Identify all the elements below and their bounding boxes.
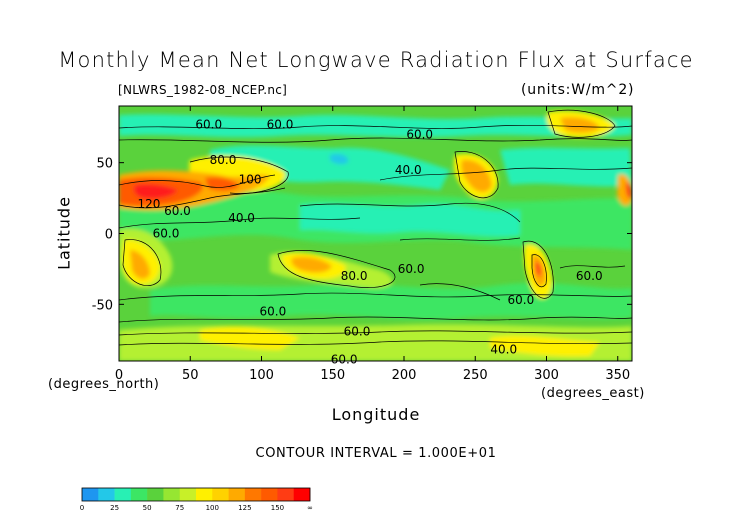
colorbar-swatch [147,488,164,501]
x-axis-units: (degrees_east) [541,386,645,401]
contour-label: 60.0 [507,293,534,307]
contour-line [547,109,616,138]
field-region [119,114,632,138]
field-region [617,174,632,206]
contour-label: 40.0 [228,211,255,225]
colorbar-label: 150 [271,504,284,512]
colorbar-label: 100 [206,504,219,512]
contour-label: 60.0 [576,269,603,283]
contour-line [189,156,289,194]
colorbar: 0 25 50 75 100 125 150 ∞ [80,487,313,512]
contour-line [419,283,501,301]
x-tick-label: 100 [249,368,274,383]
contour-line [119,330,632,336]
contour-label: 60.0 [153,227,180,241]
colorbar-label: ∞ [307,504,313,512]
x-axis-ticks: 0 50 100 150 200 250 300 350 [115,106,630,383]
colorbar-swatch [261,488,278,501]
y-tick-label: 0 [105,228,113,243]
field-region [500,147,632,187]
colorbar-swatch [293,488,311,501]
contour-line [119,217,361,229]
field-region [560,117,600,133]
contour-label: 40.0 [490,343,517,357]
y-tick-label: 50 [96,157,113,172]
contour-interval-label: CONTOUR INTERVAL = 1.000E+01 [255,446,497,461]
contour-line [119,340,632,346]
contour-line [531,254,547,288]
plot-area [119,106,632,361]
contour-label: 60.0 [344,324,371,338]
x-tick-label: 300 [534,368,559,383]
contour-line [119,124,632,130]
field-region [535,261,542,277]
field-region [461,159,492,193]
colorbar-swatch [179,488,197,501]
colorbar-label: 0 [80,504,84,512]
contour-label: 60.0 [267,117,294,131]
field-region [300,203,520,237]
contour-label: 100 [239,173,262,187]
contour-line [119,292,632,301]
contour-label: 60.0 [398,262,425,276]
contour-label: 60.0 [331,353,358,367]
contour-line [559,265,626,269]
x-tick-label: 150 [320,368,345,383]
contour-lines [119,109,632,346]
contour-label: 80.0 [210,153,237,167]
contour-label: 80.0 [341,269,368,283]
x-tick-label: 0 [115,368,123,383]
colorbar-label: 75 [175,504,184,512]
field-shading [119,110,632,361]
field-region [133,183,178,199]
colorbar-label: 125 [238,504,251,512]
contour-labels: 60.0 60.060.040.080.010012060.040.060.080… [137,117,602,366]
contour-label: 60.0 [164,204,191,218]
y-tick-label: -50 [92,298,113,313]
colorbar-swatch [82,488,99,501]
units-label: (units:W/m^2) [521,82,635,98]
contour-label: 120 [137,197,160,211]
colorbar-swatch [130,488,148,501]
contour-line [119,316,632,323]
contour-label: 60.0 [260,304,287,318]
colorbar-swatch [244,488,262,501]
source-file-label: [NLWRS_1982-08_NCEP.nc] [118,83,288,97]
contour-line [119,137,632,143]
contour-label: 60.0 [406,127,433,141]
y-axis-ticks: 50 0 -50 [92,157,632,313]
chart-title: Monthly Mean Net Longwave Radiation Flux… [58,48,694,72]
contour-line [379,167,632,181]
colorbar-label: 50 [143,504,152,512]
x-axis-label: Longitude [331,405,421,424]
x-tick-label: 50 [182,368,199,383]
field-region [330,153,349,165]
colorbar-swatch [98,488,115,501]
x-tick-label: 350 [605,368,630,383]
x-tick-label: 200 [392,368,417,383]
contour-label: 60.0 [195,117,222,131]
x-tick-label: 250 [463,368,488,383]
colorbar-swatch [212,488,229,501]
colorbar-swatch [228,488,246,501]
field-region [291,256,332,273]
field-region [625,182,632,199]
colorbar-swatch [163,488,181,501]
colorbar-swatch [196,488,213,501]
colorbar-label: 25 [110,504,119,512]
contour-line [277,249,396,288]
colorbar-swatch [277,488,295,501]
field-region [150,283,632,320]
colorbar-frame [81,487,311,502]
contour-line [119,174,276,188]
contour-label: 40.0 [395,163,422,177]
colorbar-swatch [114,488,132,501]
field-region [130,250,150,279]
field-region [490,335,600,357]
y-axis-units: (degrees_north) [48,377,160,392]
contour-line [399,237,521,241]
contour-line [299,202,521,223]
